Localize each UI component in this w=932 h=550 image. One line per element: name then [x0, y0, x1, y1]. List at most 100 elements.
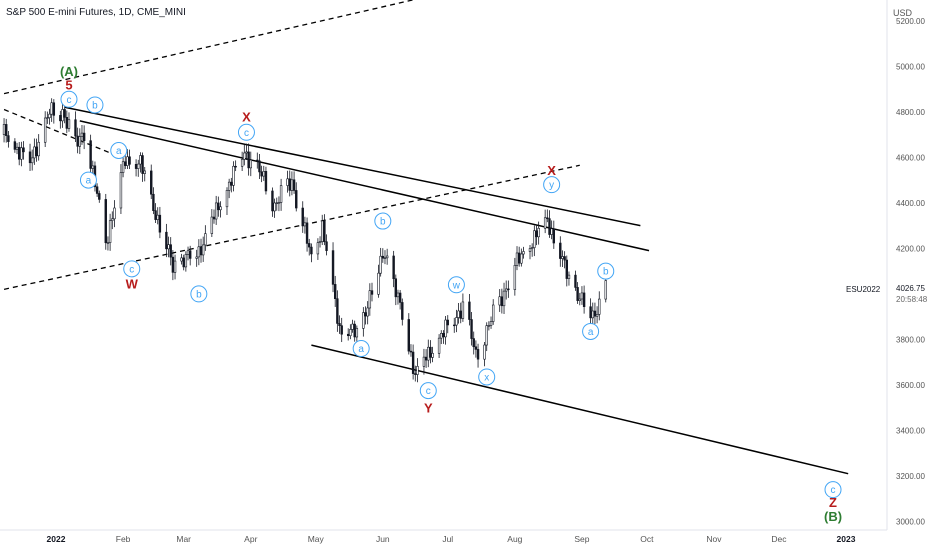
wave-label-circle: b: [597, 262, 615, 280]
last-price-label: ESU2022 4026.75 20:58:48: [846, 284, 928, 304]
candle: [437, 334, 441, 358]
trendline: [3, 108, 122, 158]
candle: [574, 270, 577, 291]
symbol-label: ESU2022: [846, 285, 881, 294]
candle: [119, 164, 123, 214]
candle: [262, 165, 265, 181]
candle: [548, 210, 551, 238]
candle: [37, 134, 40, 161]
wave-label: Z: [829, 495, 837, 510]
time-tick-label: 2022: [47, 534, 66, 544]
svg-text:a: a: [358, 344, 364, 355]
candle: [459, 302, 462, 324]
candle: [156, 207, 159, 225]
candle: [349, 324, 352, 340]
candle: [401, 298, 404, 326]
candle: [392, 250, 395, 288]
candle: [180, 253, 183, 265]
candle: [472, 331, 475, 355]
svg-text:b: b: [380, 217, 386, 228]
candle: [240, 151, 244, 171]
time-tick-label: Dec: [771, 534, 787, 544]
candle: [126, 149, 129, 170]
candle: [232, 161, 235, 192]
wave-label-circle: w: [447, 276, 465, 294]
candle: [416, 358, 419, 383]
candle: [95, 183, 99, 197]
candle: [398, 289, 402, 310]
candle: [485, 322, 488, 352]
candle: [338, 315, 341, 334]
price-tick-label: 3400.00: [896, 426, 925, 435]
wave-label-circle: a: [79, 171, 97, 189]
candle: [171, 250, 175, 281]
wave-label-circle: b: [190, 285, 208, 303]
candle: [59, 110, 62, 129]
candle: [301, 201, 304, 233]
candle: [470, 312, 473, 346]
price-tick-label: 3200.00: [896, 472, 925, 481]
candles: [2, 98, 607, 383]
wave-label-circle: a: [352, 340, 370, 358]
candle: [351, 319, 354, 333]
wave-label-circle: c: [419, 382, 437, 400]
candle: [310, 243, 313, 263]
trendline: [3, 0, 416, 95]
time-tick-label: 2023: [837, 534, 856, 544]
svg-text:y: y: [549, 180, 554, 191]
wave-label: (A): [60, 64, 78, 79]
candle: [89, 134, 92, 176]
candle: [334, 275, 337, 307]
candle: [214, 195, 218, 225]
candle: [111, 211, 114, 230]
candle: [500, 288, 504, 314]
candle: [184, 251, 188, 272]
wave-label: X: [242, 109, 251, 124]
candle: [567, 271, 571, 286]
wave-label-circle: y: [543, 176, 561, 194]
wave-label-circle: b: [374, 212, 392, 230]
candle: [104, 193, 107, 250]
candle: [381, 248, 385, 263]
svg-text:b: b: [196, 289, 202, 300]
price-tick-label: 5200.00: [896, 17, 925, 26]
candle: [106, 236, 110, 251]
time-tick-label: Apr: [244, 534, 257, 544]
svg-text:c: c: [831, 485, 836, 496]
candle: [429, 340, 432, 364]
wave-label: 5: [65, 77, 72, 92]
candle: [593, 302, 597, 325]
candle: [33, 138, 36, 165]
candle: [507, 280, 510, 298]
wave-label: W: [126, 277, 139, 292]
candle: [74, 111, 77, 143]
price-tick-label: 3000.00: [896, 518, 925, 527]
candle: [362, 307, 365, 337]
candle: [446, 315, 449, 334]
candle: [321, 214, 324, 246]
candle: [303, 216, 307, 234]
candle: [370, 282, 374, 302]
currency-label: USD: [893, 8, 913, 18]
candle: [245, 143, 248, 160]
candle: [43, 111, 47, 148]
candle: [61, 104, 64, 128]
candle: [188, 245, 192, 266]
time-tick-label: Feb: [116, 534, 131, 544]
candle: [290, 171, 294, 196]
countdown-value: 20:58:48: [896, 295, 928, 304]
candle: [468, 293, 471, 326]
candle: [150, 164, 153, 200]
wave-label-circle: a: [110, 141, 128, 159]
candle: [139, 152, 142, 173]
trendline: [311, 344, 849, 475]
candle: [22, 141, 25, 160]
candle: [530, 243, 534, 257]
candle: [533, 225, 536, 257]
trendline: [64, 106, 641, 227]
candle: [243, 144, 246, 166]
time-tick-label: May: [308, 534, 325, 544]
svg-text:c: c: [244, 128, 249, 139]
candle: [227, 178, 231, 199]
